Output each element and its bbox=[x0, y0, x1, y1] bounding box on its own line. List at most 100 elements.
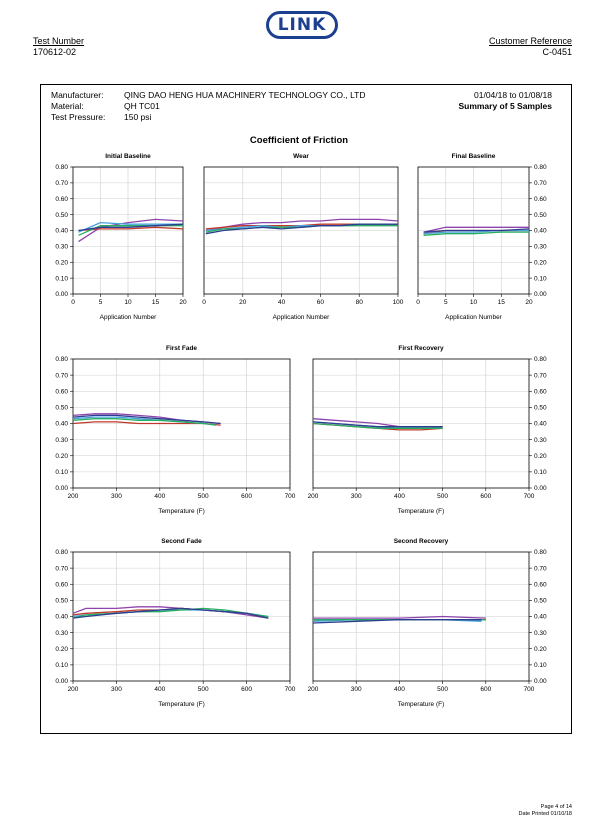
x-tick-label: 10 bbox=[124, 299, 132, 306]
series-line-5 bbox=[423, 228, 530, 233]
link-logo: LINK bbox=[266, 11, 338, 39]
chart-title: First Fade bbox=[166, 345, 197, 352]
series-line-5 bbox=[205, 223, 398, 235]
customer-reference-block: Customer Reference C-0451 bbox=[489, 36, 572, 58]
logo-text: LINK bbox=[277, 15, 327, 35]
y-tick-label: 0.60 bbox=[55, 388, 68, 395]
x-tick-label: 80 bbox=[356, 299, 364, 306]
y-tick-label: 0.50 bbox=[55, 598, 68, 605]
x-tick-label: 600 bbox=[241, 686, 252, 693]
series-line-4 bbox=[72, 607, 269, 619]
series-line-1 bbox=[205, 218, 399, 232]
x-tick-label: 700 bbox=[524, 686, 535, 693]
x-tick-label: 700 bbox=[285, 493, 296, 500]
chart-0: Initial Baseline 0 5 10 15 20 Application Numb… bbox=[55, 153, 187, 321]
x-tick-label: 0 bbox=[71, 299, 75, 306]
x-tick-label: 600 bbox=[241, 493, 252, 500]
chart-title: Initial Baseline bbox=[105, 153, 151, 160]
chart-title: First Recovery bbox=[398, 345, 444, 352]
series-line-5 bbox=[72, 414, 221, 425]
x-tick-label: 400 bbox=[394, 686, 405, 693]
x-tick-label: 20 bbox=[525, 299, 533, 306]
pressure: 150 psi bbox=[124, 112, 152, 122]
x-tick-label: 500 bbox=[437, 686, 448, 693]
y-tick-label: 0.30 bbox=[534, 244, 547, 251]
y-tick-label: 0.70 bbox=[534, 372, 547, 379]
report-frame bbox=[40, 84, 572, 734]
test-number-label: Test Number bbox=[33, 36, 85, 46]
customer-reference: C-0451 bbox=[542, 47, 572, 57]
y-tick-label: 0.60 bbox=[55, 581, 68, 588]
y-tick-label: 0.20 bbox=[534, 646, 547, 653]
y-tick-label: 0.20 bbox=[55, 259, 68, 266]
y-tick-label: 0.20 bbox=[55, 646, 68, 653]
y-tick-label: 0.00 bbox=[534, 678, 547, 685]
series-line-5 bbox=[72, 607, 269, 619]
manufacturer: QING DAO HENG HUA MACHINERY TECHNOLOGY C… bbox=[124, 90, 366, 100]
x-tick-label: 400 bbox=[154, 493, 165, 500]
x-tick-label: 5 bbox=[444, 299, 448, 306]
chart-4: First Recovery 200 300 400 500 600 700 Temperat… bbox=[308, 345, 547, 515]
x-tick-label: 5 bbox=[99, 299, 103, 306]
pressure-label: Test Pressure: bbox=[51, 112, 106, 122]
y-tick-label: 0.60 bbox=[55, 196, 68, 203]
x-axis-label: Temperature (F) bbox=[398, 508, 445, 515]
y-tick-label: 0.20 bbox=[55, 453, 68, 460]
x-axis-label: Application Number bbox=[100, 314, 158, 321]
x-tick-label: 200 bbox=[308, 686, 319, 693]
y-tick-label: 0.80 bbox=[55, 356, 68, 363]
series-line-4 bbox=[72, 418, 217, 426]
y-tick-label: 0.40 bbox=[55, 614, 68, 621]
y-tick-label: 0.30 bbox=[55, 437, 68, 444]
x-axis-label: Temperature (F) bbox=[398, 701, 445, 708]
y-tick-label: 0.40 bbox=[534, 228, 547, 235]
y-tick-label: 0.00 bbox=[55, 485, 68, 492]
x-tick-label: 400 bbox=[394, 493, 405, 500]
y-tick-label: 0.10 bbox=[534, 275, 547, 282]
x-tick-label: 15 bbox=[152, 299, 160, 306]
footer: Page 4 of 14 Date Printed 01/10/18 bbox=[518, 804, 572, 818]
series-line-5 bbox=[312, 421, 443, 428]
chart-title: Second Fade bbox=[161, 538, 202, 545]
y-tick-label: 0.60 bbox=[534, 196, 547, 203]
x-tick-label: 500 bbox=[198, 686, 209, 693]
y-tick-label: 0.20 bbox=[534, 259, 547, 266]
y-tick-label: 0.70 bbox=[534, 180, 547, 187]
x-tick-label: 40 bbox=[278, 299, 286, 306]
x-tick-label: 20 bbox=[239, 299, 247, 306]
x-tick-label: 60 bbox=[317, 299, 325, 306]
y-tick-label: 0.50 bbox=[55, 405, 68, 412]
x-tick-label: 500 bbox=[437, 493, 448, 500]
y-tick-label: 0.80 bbox=[55, 549, 68, 556]
y-tick-label: 0.60 bbox=[534, 388, 547, 395]
summary-block: 01/04/18 to 01/08/18 Summary of 5 Sample… bbox=[458, 90, 552, 112]
x-tick-label: 500 bbox=[198, 493, 209, 500]
x-tick-label: 10 bbox=[470, 299, 478, 306]
test-number: 170612-02 bbox=[33, 47, 77, 57]
chart-title: Second Recovery bbox=[394, 538, 449, 545]
y-tick-label: 0.80 bbox=[55, 164, 68, 171]
y-tick-label: 0.00 bbox=[55, 678, 68, 685]
y-tick-label: 0.10 bbox=[534, 469, 547, 476]
x-tick-label: 300 bbox=[351, 686, 362, 693]
x-tick-label: 700 bbox=[524, 493, 535, 500]
y-tick-label: 0.30 bbox=[534, 437, 547, 444]
x-tick-label: 600 bbox=[480, 493, 491, 500]
x-tick-label: 300 bbox=[351, 493, 362, 500]
y-tick-label: 0.50 bbox=[534, 212, 547, 219]
x-tick-label: 300 bbox=[111, 686, 122, 693]
manufacturer-label: Manufacturer: bbox=[51, 90, 104, 100]
y-tick-label: 0.60 bbox=[534, 581, 547, 588]
y-tick-label: 0.10 bbox=[55, 662, 68, 669]
date-range: 01/04/18 to 01/08/18 bbox=[474, 90, 552, 100]
y-tick-label: 0.70 bbox=[55, 180, 68, 187]
date-printed: Date Printed 01/10/18 bbox=[518, 811, 572, 817]
material: QH TC01 bbox=[124, 101, 160, 111]
y-tick-label: 0.70 bbox=[55, 565, 68, 572]
y-tick-label: 0.30 bbox=[55, 630, 68, 637]
details-values: QING DAO HENG HUA MACHINERY TECHNOLOGY C… bbox=[124, 90, 366, 123]
series-line-4 bbox=[312, 422, 443, 429]
details-labels: Manufacturer: Material: Test Pressure: bbox=[51, 90, 105, 123]
x-axis-label: Temperature (F) bbox=[158, 701, 205, 708]
y-tick-label: 0.70 bbox=[55, 372, 68, 379]
